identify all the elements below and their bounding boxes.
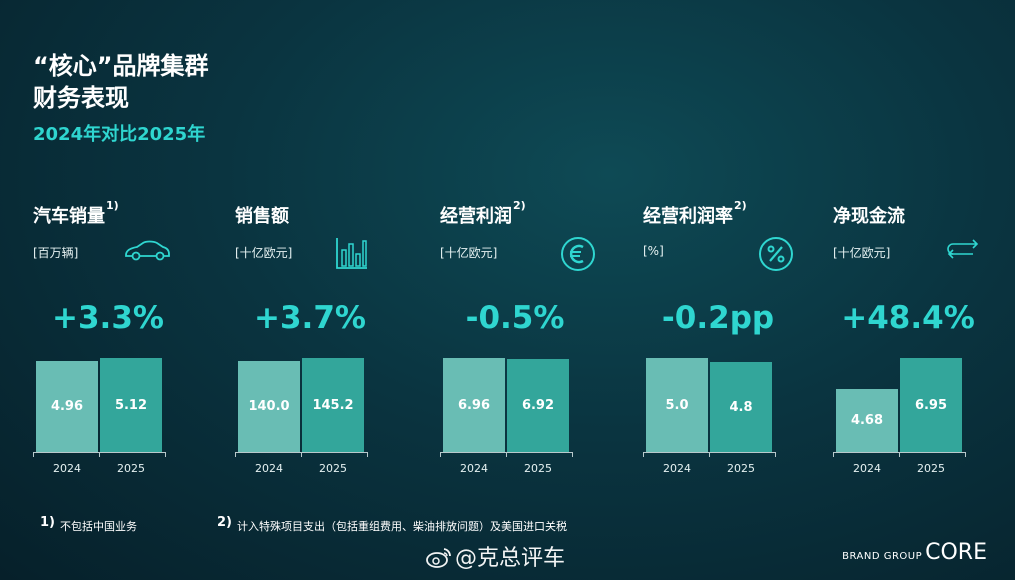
change-value: +48.4% bbox=[841, 300, 975, 336]
bar-group: 6.96 6.92 bbox=[440, 350, 590, 452]
footnote-number: 2) bbox=[217, 515, 232, 530]
metric-unit: [十亿欧元] bbox=[440, 246, 498, 260]
bar-2024: 4.68 bbox=[836, 389, 898, 452]
page-title: “核心”品牌集群 财务表现 bbox=[33, 50, 209, 114]
footnote-text: 不包括中国业务 bbox=[60, 520, 137, 533]
bar-2024: 140.0 bbox=[238, 361, 300, 452]
axis-tick bbox=[506, 452, 507, 457]
bar-value-label: 145.2 bbox=[312, 397, 354, 413]
x-tick-label: 2025 bbox=[727, 462, 755, 475]
percent-icon bbox=[758, 236, 794, 276]
axis-tick bbox=[833, 452, 834, 457]
bar-group: 4.96 5.12 bbox=[33, 350, 183, 452]
exchange-arrows-icon bbox=[943, 236, 983, 266]
axis-tick bbox=[775, 452, 776, 457]
bar-value-label: 6.92 bbox=[521, 398, 555, 413]
bar-value-label: 140.0 bbox=[248, 399, 290, 414]
euro-icon bbox=[560, 236, 596, 276]
bar-2024: 4.96 bbox=[36, 361, 98, 452]
bar-chart-icon bbox=[335, 236, 369, 274]
bar-value-label: 6.95 bbox=[914, 397, 948, 413]
weibo-icon bbox=[426, 548, 451, 568]
change-value: +3.7% bbox=[254, 300, 366, 336]
bar-value-label: 4.8 bbox=[729, 399, 753, 415]
metric-name: 经营利润2) bbox=[440, 199, 526, 228]
axis-tick bbox=[709, 452, 710, 457]
axis-tick bbox=[235, 452, 236, 457]
footnote-text: 计入特殊项目支出（包括重组费用、柴油排放问题）及美国进口关税 bbox=[237, 520, 567, 533]
axis-tick bbox=[367, 452, 368, 457]
metric-name: 经营利润率2) bbox=[643, 199, 747, 228]
kpi-panel: 净现金流 [十亿欧元] +48.4% 4.68 6.95 2024 2025 bbox=[833, 200, 983, 490]
metric-title: 经营利润 bbox=[440, 206, 512, 227]
bar-2025: 6.92 bbox=[507, 359, 569, 452]
kpi-panel: 经营利润2) [十亿欧元] -0.5% 6.96 6.92 2024 2025 bbox=[440, 199, 595, 490]
axis-tick bbox=[99, 452, 100, 457]
bar-2024: 5.0 bbox=[646, 358, 708, 452]
metric-unit: [十亿欧元] bbox=[235, 246, 293, 260]
bar-2024: 6.96 bbox=[443, 358, 505, 452]
axis-tick bbox=[965, 452, 966, 457]
metric-name: 销售额 bbox=[235, 202, 289, 228]
axis-tick bbox=[572, 452, 573, 457]
car-icon bbox=[123, 236, 171, 268]
page-subtitle: 2024年对比2025年 bbox=[33, 124, 206, 145]
bar-group: 4.68 6.95 bbox=[833, 350, 983, 452]
brand-logo: BRAND GROUP CORE bbox=[842, 540, 987, 565]
footnote-1: 1) 不包括中国业务 bbox=[40, 515, 137, 534]
footnote-number: 1) bbox=[40, 515, 55, 530]
x-tick-label: 2025 bbox=[917, 462, 945, 475]
bar-2025: 4.8 bbox=[710, 362, 772, 452]
bar-value-label: 4.68 bbox=[850, 413, 884, 428]
change-value: +3.3% bbox=[52, 300, 164, 336]
title-line-2: 财务表现 bbox=[33, 84, 129, 112]
title-line-1: “核心”品牌集群 bbox=[33, 52, 209, 80]
x-tick-label: 2025 bbox=[117, 462, 145, 475]
kpi-panel: 经营利润率2) [%] -0.2pp 5.0 4.8 2024 2025 bbox=[643, 199, 794, 490]
kpi-panel: 销售额 [十亿欧元] +3.7% 140.0 145.2 2024 2025 bbox=[235, 200, 385, 490]
axis-tick bbox=[33, 452, 34, 457]
kpi-panel: 汽车销量1) [百万辆] +3.3% 4.96 5.12 2024 2025 bbox=[33, 199, 183, 490]
x-tick-label: 2024 bbox=[255, 462, 283, 475]
change-value: -0.5% bbox=[465, 300, 565, 336]
brand-small-text: BRAND GROUP bbox=[842, 551, 923, 562]
change-value: -0.2pp bbox=[661, 300, 775, 336]
bar-group: 5.0 4.8 bbox=[643, 350, 793, 452]
watermark-text: @克总评车 bbox=[455, 546, 566, 571]
bar-value-label: 6.96 bbox=[457, 397, 491, 413]
axis-tick bbox=[440, 452, 441, 457]
axis-tick bbox=[643, 452, 644, 457]
bar-value-label: 4.96 bbox=[50, 399, 84, 414]
footnote-ref: 1) bbox=[106, 199, 119, 212]
x-tick-label: 2025 bbox=[524, 462, 552, 475]
metric-title: 汽车销量 bbox=[33, 206, 105, 227]
footnote-2: 2) 计入特殊项目支出（包括重组费用、柴油排放问题）及美国进口关税 bbox=[217, 515, 567, 534]
bar-2025: 145.2 bbox=[302, 358, 364, 452]
metric-title: 经营利润率 bbox=[643, 206, 733, 227]
x-tick-label: 2024 bbox=[460, 462, 488, 475]
weibo-watermark: @克总评车 bbox=[425, 540, 565, 572]
x-tick-label: 2024 bbox=[53, 462, 81, 475]
metric-unit: [%] bbox=[643, 244, 664, 258]
footnote-ref: 2) bbox=[734, 199, 747, 212]
x-tick-label: 2024 bbox=[663, 462, 691, 475]
bar-2025: 5.12 bbox=[100, 358, 162, 452]
axis-tick bbox=[899, 452, 900, 457]
metric-title: 销售额 bbox=[235, 206, 289, 227]
axis-tick bbox=[165, 452, 166, 457]
metric-name: 净现金流 bbox=[833, 202, 905, 228]
x-tick-label: 2024 bbox=[853, 462, 881, 475]
metric-unit: [十亿欧元] bbox=[833, 246, 891, 260]
bar-group: 140.0 145.2 bbox=[235, 350, 385, 452]
metric-unit: [百万辆] bbox=[33, 246, 79, 260]
metric-name: 汽车销量1) bbox=[33, 199, 119, 228]
bar-value-label: 5.12 bbox=[114, 397, 148, 413]
bar-2025: 6.95 bbox=[900, 358, 962, 452]
x-tick-label: 2025 bbox=[319, 462, 347, 475]
brand-big-text: CORE bbox=[925, 540, 987, 565]
metric-title: 净现金流 bbox=[833, 206, 905, 227]
footnote-ref: 2) bbox=[513, 199, 526, 212]
bar-value-label: 5.0 bbox=[665, 397, 689, 413]
axis-tick bbox=[301, 452, 302, 457]
